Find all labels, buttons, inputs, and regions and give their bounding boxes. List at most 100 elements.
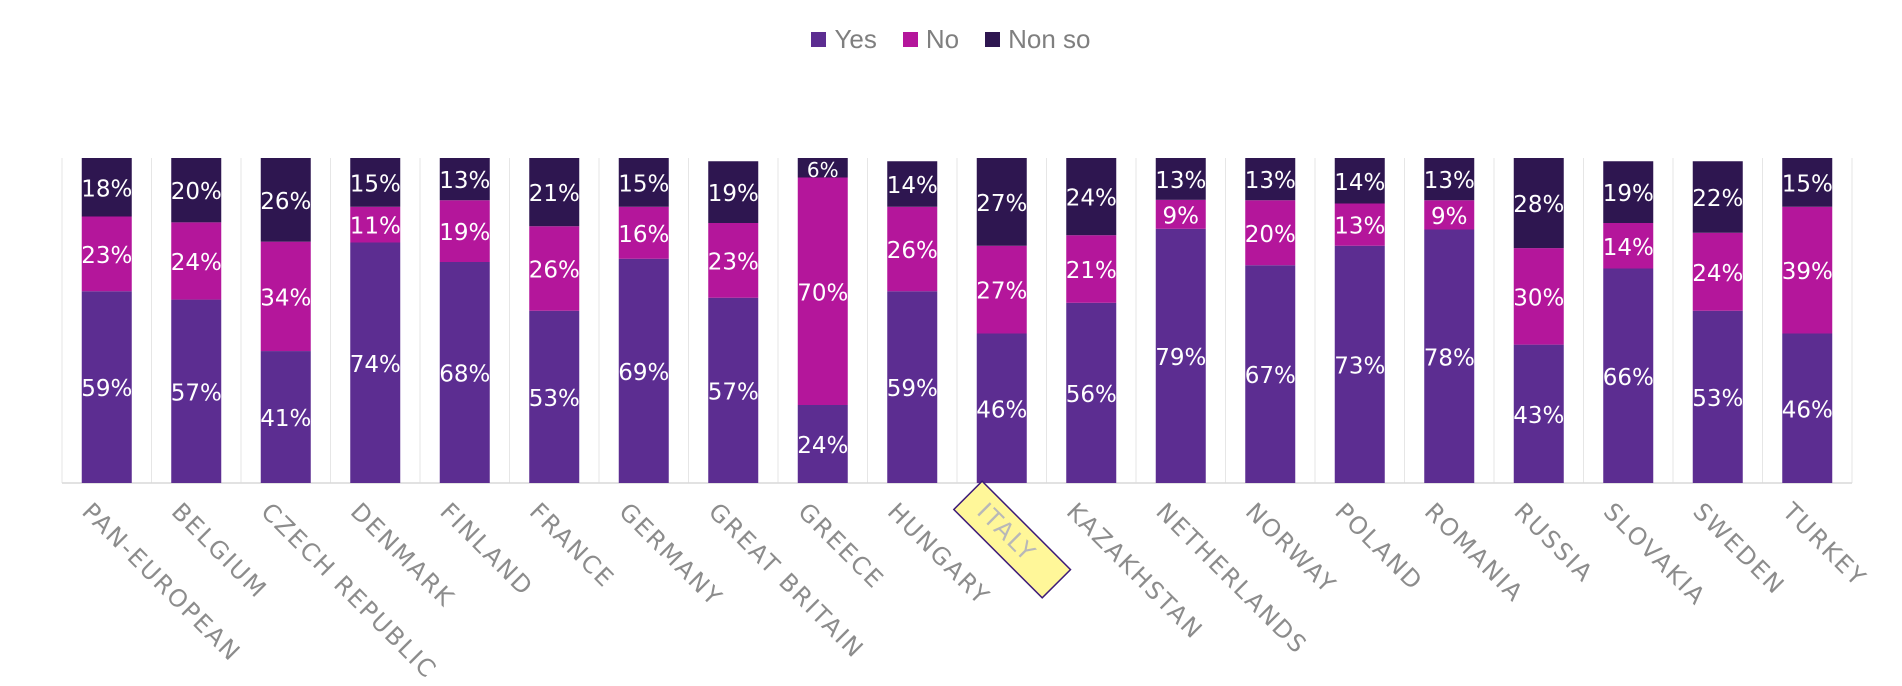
bar-segment-no — [260, 241, 311, 352]
bar-stack-great-britain: 57% 23% 19% — [708, 161, 759, 483]
data-label: 53% — [529, 386, 580, 412]
bar-segment-non-so — [350, 158, 401, 207]
data-label: 13% — [1155, 168, 1206, 194]
legend-swatch-yes — [811, 32, 827, 47]
data-label: 20% — [1245, 222, 1296, 248]
x-tick-label: CZECH REPUBLIC — [256, 497, 443, 684]
data-label: 14% — [887, 173, 938, 199]
bar-segment-non-so — [887, 161, 938, 207]
bar-segment-no — [439, 200, 490, 262]
bar-segment-non-so — [1066, 158, 1117, 236]
bar-segment-yes — [1245, 265, 1296, 483]
bar-segment-yes — [81, 291, 132, 483]
legend-item-non-so: Non so — [985, 24, 1091, 55]
legend-label-yes: Yes — [834, 24, 877, 54]
bar-stack-belgium: 57% 24% 20% — [171, 158, 222, 483]
bar-segment-non-so — [171, 158, 222, 223]
bar-stack-pan-european: 59% 23% 18% — [81, 158, 132, 483]
bar-segment-non-so — [797, 158, 848, 178]
data-label: 9% — [1431, 204, 1468, 230]
bar-segment-no — [1155, 199, 1206, 229]
bar-stack-poland: 73% 13% 14% — [1334, 158, 1385, 483]
bar-segment-yes — [1782, 333, 1833, 483]
data-label: 59% — [81, 376, 132, 402]
bar-segment-no — [797, 177, 848, 405]
bar-stack-kazakhstan: 56% 21% 24% — [1066, 158, 1117, 483]
bar-segment-non-so — [260, 158, 311, 242]
bar-segment-non-so — [1782, 158, 1833, 207]
legend-label-no: No — [925, 24, 960, 54]
data-label: 23% — [81, 243, 132, 269]
bar-segment-non-so — [81, 158, 132, 217]
data-label: 34% — [260, 285, 311, 311]
bar-segment-non-so — [529, 158, 580, 227]
bar-segment-no — [1513, 248, 1564, 345]
bar-segment-no — [1782, 206, 1833, 334]
bar-segment-yes — [976, 333, 1027, 483]
x-tick-label: FRANCE — [524, 497, 620, 593]
bar-segment-yes — [1513, 344, 1564, 483]
bar-segment-non-so — [439, 158, 490, 201]
data-label: 70% — [797, 280, 848, 306]
bar-segment-no — [1334, 203, 1385, 246]
bar-segment-no — [529, 226, 580, 311]
bar-stack-sweden: 53% 24% 22% — [1692, 161, 1743, 483]
bar-segment-no — [976, 245, 1027, 334]
data-label: 22% — [1692, 186, 1743, 212]
bar-stack-russia: 43% 30% 28% — [1513, 158, 1564, 483]
bar-segment-no — [618, 206, 669, 259]
data-label: 18% — [81, 176, 132, 202]
data-label: 14% — [1603, 235, 1654, 261]
bar-segment-yes — [260, 351, 311, 483]
bar-segment-non-so — [1692, 161, 1743, 233]
x-tick-label: NETHERLANDS — [1151, 497, 1313, 659]
data-label: 69% — [618, 360, 669, 386]
data-label: 78% — [1424, 345, 1475, 371]
data-label: 9% — [1163, 203, 1200, 229]
data-label: 15% — [1782, 171, 1833, 197]
data-label: 66% — [1603, 365, 1654, 391]
data-label: 67% — [1245, 363, 1296, 389]
bar-stack-netherlands: 79% 9% 13% — [1155, 158, 1206, 483]
bar-segment-no — [1692, 232, 1743, 311]
data-label: 79% — [1155, 345, 1206, 371]
data-label: 57% — [171, 380, 222, 406]
bar-stack-slovakia: 66% 14% 19% — [1603, 161, 1654, 483]
x-tick-label: GREECE — [793, 497, 890, 594]
bar-segment-yes — [1692, 310, 1743, 483]
data-label: 14% — [1334, 170, 1385, 196]
data-label: 26% — [529, 258, 580, 284]
bar-segment-non-so — [708, 161, 759, 223]
bar-segment-non-so — [1245, 158, 1296, 201]
data-label: 6% — [807, 158, 839, 182]
data-label: 73% — [1334, 353, 1385, 379]
data-label: 74% — [350, 352, 401, 378]
data-label: 26% — [260, 189, 311, 215]
bar-stack-czech-republic: 41% 34% 26% — [260, 158, 311, 483]
data-label: 30% — [1513, 285, 1564, 311]
data-label: 13% — [1334, 214, 1385, 240]
data-label: 43% — [1513, 403, 1564, 429]
data-label: 21% — [1066, 258, 1117, 284]
bar-stack-greece: 24% 70% 6% — [797, 158, 848, 483]
bar-segment-yes — [1603, 268, 1654, 483]
x-tick-label: PAN-EUROPEAN — [77, 497, 247, 667]
data-label: 59% — [887, 376, 938, 402]
bar-segment-no — [1245, 200, 1296, 266]
legend-swatch-non-so — [985, 32, 1001, 47]
x-tick-label: POLAND — [1330, 497, 1429, 596]
x-tick-label: GREAT BRITAIN — [703, 497, 870, 664]
bar-segment-yes — [350, 242, 401, 483]
data-label: 21% — [529, 181, 580, 207]
data-label: 27% — [976, 279, 1027, 305]
bar-segment-yes — [1424, 229, 1475, 483]
bar-stack-romania: 78% 9% 13% — [1424, 158, 1475, 483]
category-highlight — [952, 480, 1072, 599]
bar-segment-no — [1424, 200, 1475, 230]
data-label: 13% — [1424, 168, 1475, 194]
data-label: 24% — [1066, 186, 1117, 212]
legend-item-yes: Yes — [811, 24, 877, 55]
data-label: 57% — [708, 379, 759, 405]
bar-segment-non-so — [976, 158, 1027, 246]
